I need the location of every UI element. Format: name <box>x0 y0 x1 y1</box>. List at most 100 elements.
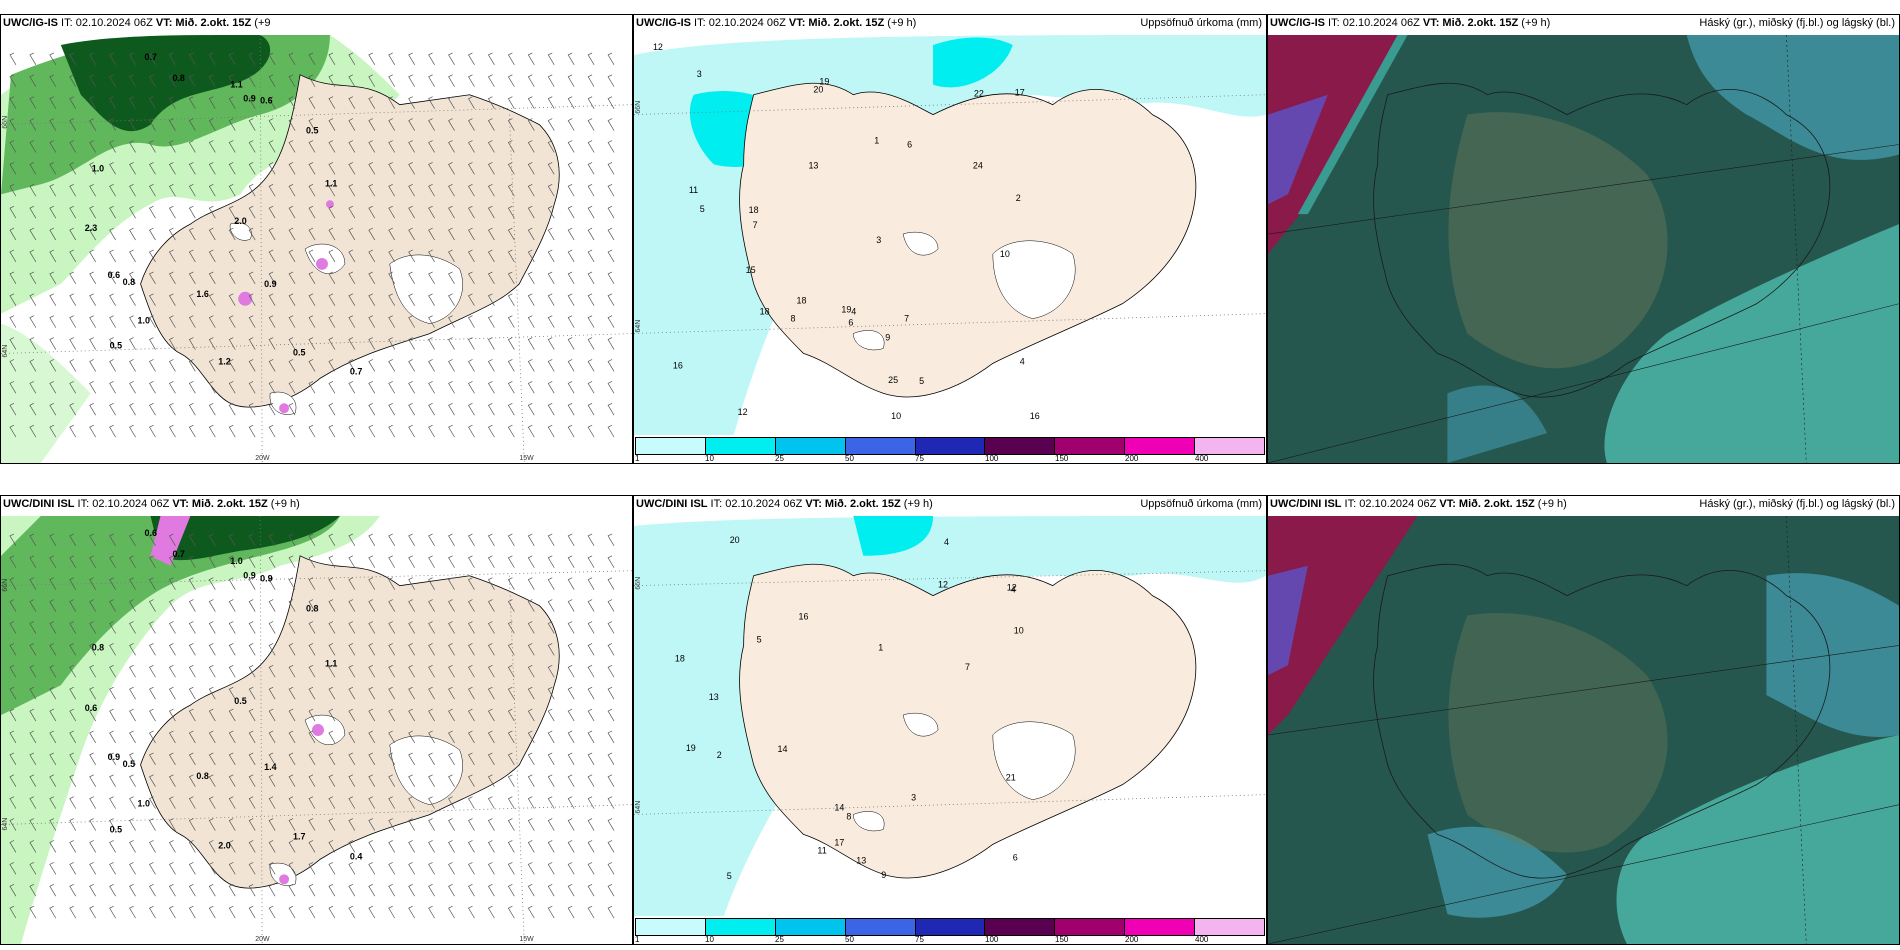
wind-barb <box>109 424 116 438</box>
wind-barb <box>208 337 216 350</box>
wind-barb <box>29 686 37 700</box>
wind-barb <box>109 205 116 219</box>
wind-barb <box>288 402 296 416</box>
wind-barb <box>388 752 396 766</box>
wind-barb <box>188 140 196 153</box>
wind-barb <box>368 205 376 219</box>
value-label: 2 <box>1016 193 1021 203</box>
wind-barb <box>268 862 276 875</box>
wind-barb <box>368 796 376 809</box>
wind-barb <box>507 621 515 634</box>
wind-barb <box>567 227 575 241</box>
wind-barb <box>468 643 475 656</box>
wind-barb <box>547 818 555 831</box>
wind-barb <box>547 249 555 263</box>
wind-barb <box>487 315 495 328</box>
wind-barb <box>607 905 615 919</box>
value-label: 10 <box>891 411 901 421</box>
wind-barb <box>527 293 535 306</box>
wind-barb <box>129 752 136 766</box>
wind-barb <box>49 315 57 328</box>
wind-barb <box>408 664 415 678</box>
lon-label-15: 15W <box>519 936 534 943</box>
colorbar-swatch <box>985 919 1056 935</box>
value-label: 6 <box>907 139 912 149</box>
wind-barb <box>348 118 356 131</box>
wind-barb <box>188 905 196 919</box>
wind-barb <box>288 293 296 306</box>
wind-barb <box>468 293 475 306</box>
wind-barb <box>527 643 535 656</box>
wind-barb <box>567 162 575 175</box>
wind-barb <box>109 905 116 919</box>
wind-barb <box>129 883 136 897</box>
wind-barb <box>308 883 316 897</box>
wind-barb <box>188 162 196 175</box>
wind-barb <box>527 205 535 219</box>
wind-barb <box>388 686 396 700</box>
wind-barb <box>129 96 136 109</box>
wind-barb <box>308 664 316 678</box>
colorbar-swatch <box>1055 438 1126 454</box>
wind-barb <box>567 52 575 66</box>
value-label: 5 <box>700 204 705 214</box>
colorbar-tick: 200 <box>1125 935 1139 944</box>
wind-barb <box>288 752 296 766</box>
wind-barb <box>328 664 336 678</box>
wind-barb <box>9 162 17 175</box>
precip-map-svg: 66N 64N 86549121114131621171920181012327… <box>634 516 1266 916</box>
value-label: 0.9 <box>243 571 255 581</box>
wind-barb <box>527 708 535 722</box>
wind-barb <box>448 227 455 241</box>
wind-barb <box>448 796 455 809</box>
wind-barb <box>527 74 535 87</box>
wind-barb <box>368 883 376 897</box>
wind-barb <box>308 730 316 744</box>
wind-barb <box>388 577 396 590</box>
colorbar-tick: 25 <box>775 454 784 463</box>
value-label: 5 <box>919 376 924 386</box>
wind-barb <box>567 96 575 109</box>
wind-barb <box>507 140 515 153</box>
wind-barb <box>428 708 435 722</box>
wind-barb <box>288 533 296 547</box>
wind-barb <box>388 774 396 787</box>
wind-barb <box>328 818 336 831</box>
wind-barb <box>29 337 37 350</box>
wind-barb <box>547 643 555 656</box>
wind-barb <box>268 118 276 131</box>
wind-barb <box>408 52 415 66</box>
wind-barb <box>527 96 535 109</box>
wind-barb <box>29 96 37 109</box>
wind-barb <box>149 52 156 66</box>
wind-barb <box>29 424 37 438</box>
value-label: 0.7 <box>350 366 362 376</box>
wind-barb <box>328 730 336 744</box>
wind-barb <box>89 774 96 787</box>
wind-barb <box>348 577 356 590</box>
wind-barb <box>388 162 396 175</box>
wind-barb <box>587 52 595 66</box>
wind-barb <box>547 359 555 372</box>
wind-barb <box>527 664 535 678</box>
wind-barb <box>428 381 435 394</box>
value-label: 19 <box>841 305 851 315</box>
wind-barb <box>527 730 535 744</box>
wind-barb <box>308 74 316 87</box>
wind-barb <box>129 359 136 372</box>
wind-barb <box>328 118 336 131</box>
wind-barb <box>428 905 435 919</box>
wind-barb <box>428 818 435 831</box>
wind-barb <box>547 227 555 241</box>
wind-barb <box>288 96 296 109</box>
wind-barb <box>348 424 356 438</box>
wind-barb <box>69 424 77 438</box>
wind-barb <box>408 686 415 700</box>
wind-barb <box>328 96 336 109</box>
wind-barb <box>328 883 336 897</box>
wind-barb <box>567 752 575 766</box>
precip-map: 66N 64N 7 6 5 4 3 9 11 18 10 19 18 16 20 22 18 12 17 25 15… <box>634 35 1266 435</box>
value-label: 8 <box>791 314 796 324</box>
wind-barb <box>428 752 435 766</box>
wind-barb <box>308 381 316 394</box>
